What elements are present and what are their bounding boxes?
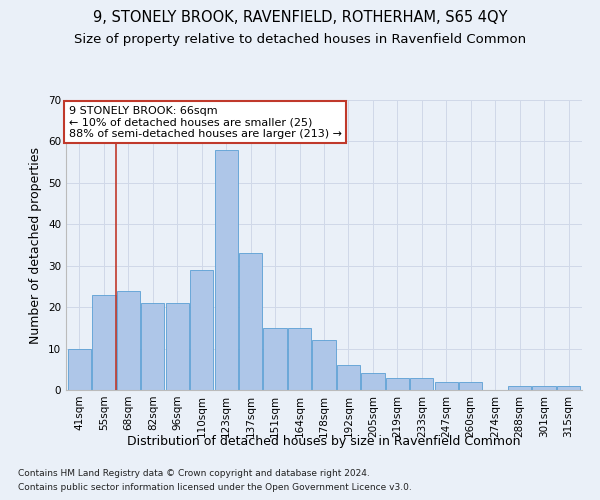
Bar — [68, 348, 91, 390]
Bar — [361, 374, 385, 390]
Bar — [337, 365, 360, 390]
Bar — [141, 303, 164, 390]
Bar — [263, 328, 287, 390]
Bar — [215, 150, 238, 390]
Text: Contains HM Land Registry data © Crown copyright and database right 2024.: Contains HM Land Registry data © Crown c… — [18, 468, 370, 477]
Text: Size of property relative to detached houses in Ravenfield Common: Size of property relative to detached ho… — [74, 32, 526, 46]
Bar — [459, 382, 482, 390]
Text: 9, STONELY BROOK, RAVENFIELD, ROTHERHAM, S65 4QY: 9, STONELY BROOK, RAVENFIELD, ROTHERHAM,… — [93, 10, 507, 25]
Bar — [410, 378, 433, 390]
Bar — [288, 328, 311, 390]
Y-axis label: Number of detached properties: Number of detached properties — [29, 146, 43, 344]
Bar — [386, 378, 409, 390]
Text: 9 STONELY BROOK: 66sqm
← 10% of detached houses are smaller (25)
88% of semi-det: 9 STONELY BROOK: 66sqm ← 10% of detached… — [68, 106, 341, 139]
Text: Contains public sector information licensed under the Open Government Licence v3: Contains public sector information licen… — [18, 484, 412, 492]
Bar — [190, 270, 214, 390]
Bar — [239, 254, 262, 390]
Bar — [166, 303, 189, 390]
Bar — [92, 294, 116, 390]
Bar — [557, 386, 580, 390]
Bar — [313, 340, 335, 390]
Bar — [434, 382, 458, 390]
Bar — [532, 386, 556, 390]
Text: Distribution of detached houses by size in Ravenfield Common: Distribution of detached houses by size … — [127, 435, 521, 448]
Bar — [117, 290, 140, 390]
Bar — [508, 386, 531, 390]
